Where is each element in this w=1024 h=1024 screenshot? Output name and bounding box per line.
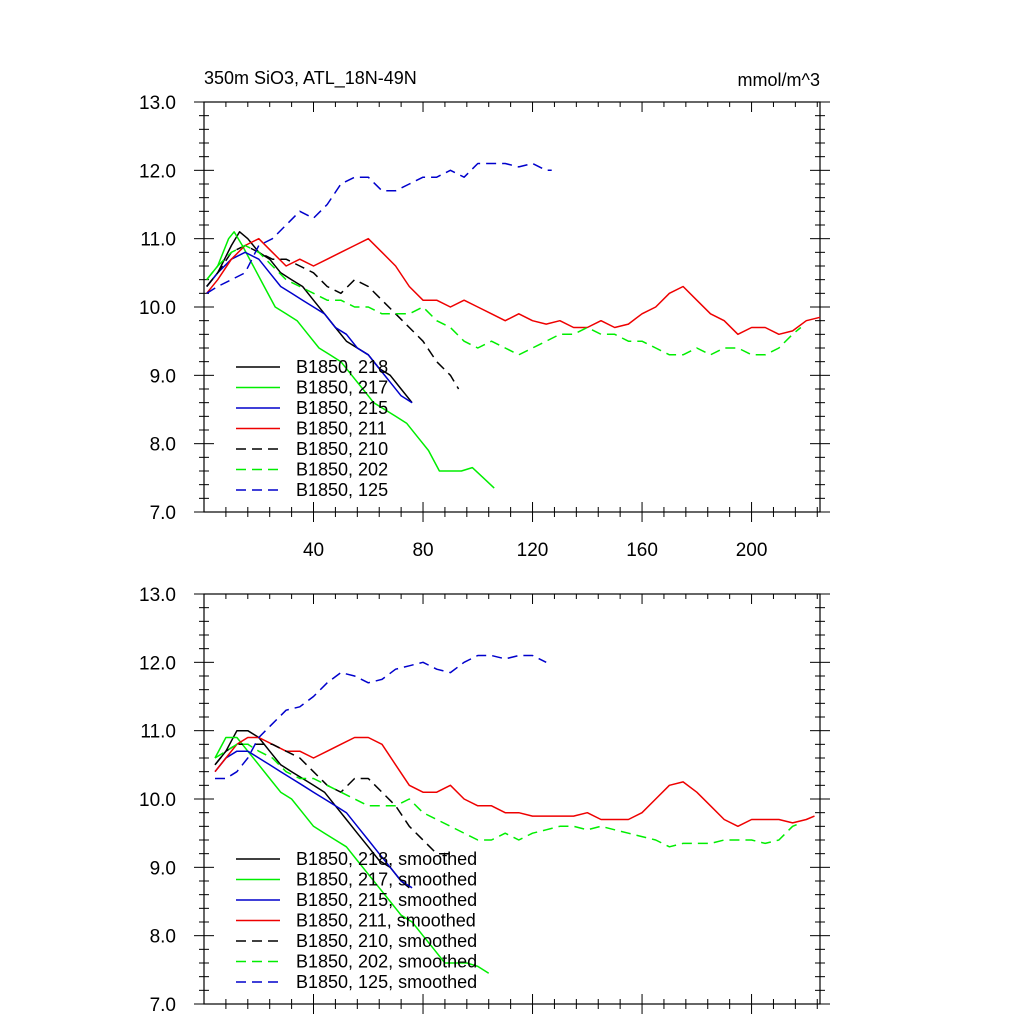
y-tick-label: 9.0 <box>150 858 176 879</box>
y-tick-label: 8.0 <box>150 927 176 948</box>
legend-label: B1850, 210, smoothed <box>296 931 477 951</box>
series-line <box>206 244 802 356</box>
legend-label: B1850, 202, smoothed <box>296 952 477 972</box>
y-tick-label: 12.0 <box>139 161 176 182</box>
legend-label: B1850, 125 <box>296 480 388 500</box>
legend-label: B1850, 218, smoothed <box>296 849 477 869</box>
y-tick-label: 8.0 <box>150 435 176 456</box>
y-tick-label: 7.0 <box>150 503 176 524</box>
y-tick-label: 7.0 <box>150 995 176 1016</box>
y-tick-label: 10.0 <box>139 790 176 811</box>
legend-label: B1850, 215 <box>296 398 388 418</box>
series-line <box>206 251 413 404</box>
x-tick-label: 160 <box>626 540 658 561</box>
legend-label: B1850, 218 <box>296 357 388 377</box>
series-line <box>206 237 821 336</box>
series-line <box>206 231 495 489</box>
series-line <box>206 162 552 294</box>
series-line <box>214 743 802 848</box>
y-tick-label: 9.0 <box>150 366 176 387</box>
legend-label: B1850, 211 <box>296 419 387 439</box>
legend-label: B1850, 217, smoothed <box>296 870 477 890</box>
units-label: mmol/m^3 <box>738 70 820 90</box>
legend-label: B1850, 211, smoothed <box>296 911 476 931</box>
y-tick-label: 11.0 <box>140 722 176 743</box>
y-tick-label: 11.0 <box>140 230 176 251</box>
x-tick-label: 120 <box>517 540 549 561</box>
y-tick-label: 10.0 <box>139 298 176 319</box>
series-line <box>214 743 451 855</box>
series-line <box>214 736 490 974</box>
legend-label: B1850, 125, smoothed <box>296 972 477 992</box>
y-tick-label: 13.0 <box>139 93 176 114</box>
series-line <box>214 736 815 828</box>
series-line <box>215 654 547 780</box>
chart-title: 350m SiO3, ATL_18N-49N <box>204 68 417 89</box>
legend-label: B1850, 210 <box>296 439 388 459</box>
top-panel: 350m SiO3, ATL_18N-49N mmol/m^3 40 80 120 1… <box>139 68 830 561</box>
series-line <box>214 750 413 889</box>
y-tick-label: 13.0 <box>139 585 176 606</box>
legend-label: B1850, 215, smoothed <box>296 890 477 910</box>
series-line <box>206 244 460 390</box>
bottom-panel: 7.0 8.0 9.0 10.0 11.0 12.0 13.0 B1850, 218, smo… <box>139 585 830 1016</box>
x-tick-label: 80 <box>412 540 433 561</box>
x-tick-label: 200 <box>736 540 768 561</box>
y-tick-label: 12.0 <box>139 653 176 674</box>
legend-label: B1850, 217 <box>296 378 388 398</box>
legend-label: B1850, 202 <box>296 460 388 480</box>
x-tick-label: 40 <box>303 540 324 561</box>
series-line <box>214 729 410 889</box>
